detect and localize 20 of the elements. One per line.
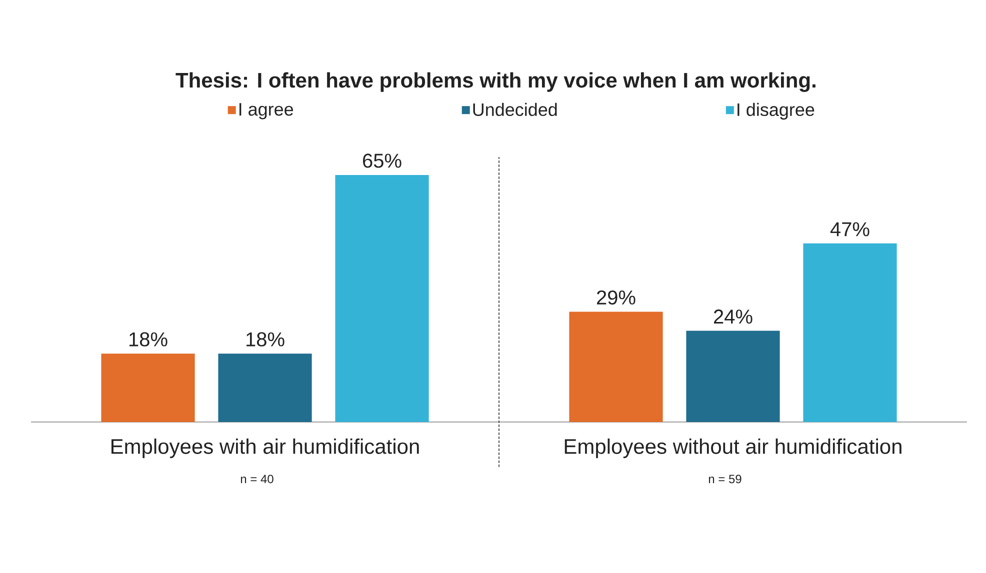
x-tick-label: Employees with air humidification (112, 438, 419, 458)
text: n = 59 (708, 474, 742, 484)
legend-label: I disagree (738, 102, 814, 120)
data-label: 65% (363, 154, 402, 168)
data-label: 24% (714, 310, 752, 324)
data-label: 47% (830, 222, 870, 236)
legend-label: I agree (239, 103, 294, 120)
text: n = 40 (240, 474, 274, 484)
chart-title: Thesis: I often have problems with my voice when I am working. (176, 72, 816, 92)
legend-label: Undecided (473, 102, 557, 116)
bar (569, 312, 663, 422)
data-label: 18% (246, 332, 284, 346)
bar (101, 354, 195, 422)
bar (335, 175, 429, 422)
data-label: 18% (130, 332, 168, 346)
data-label: 29% (596, 290, 636, 305)
bar (803, 243, 897, 422)
bar (686, 330, 780, 422)
x-tick-label: Employees without air humidification (564, 438, 902, 458)
bar (218, 354, 312, 422)
